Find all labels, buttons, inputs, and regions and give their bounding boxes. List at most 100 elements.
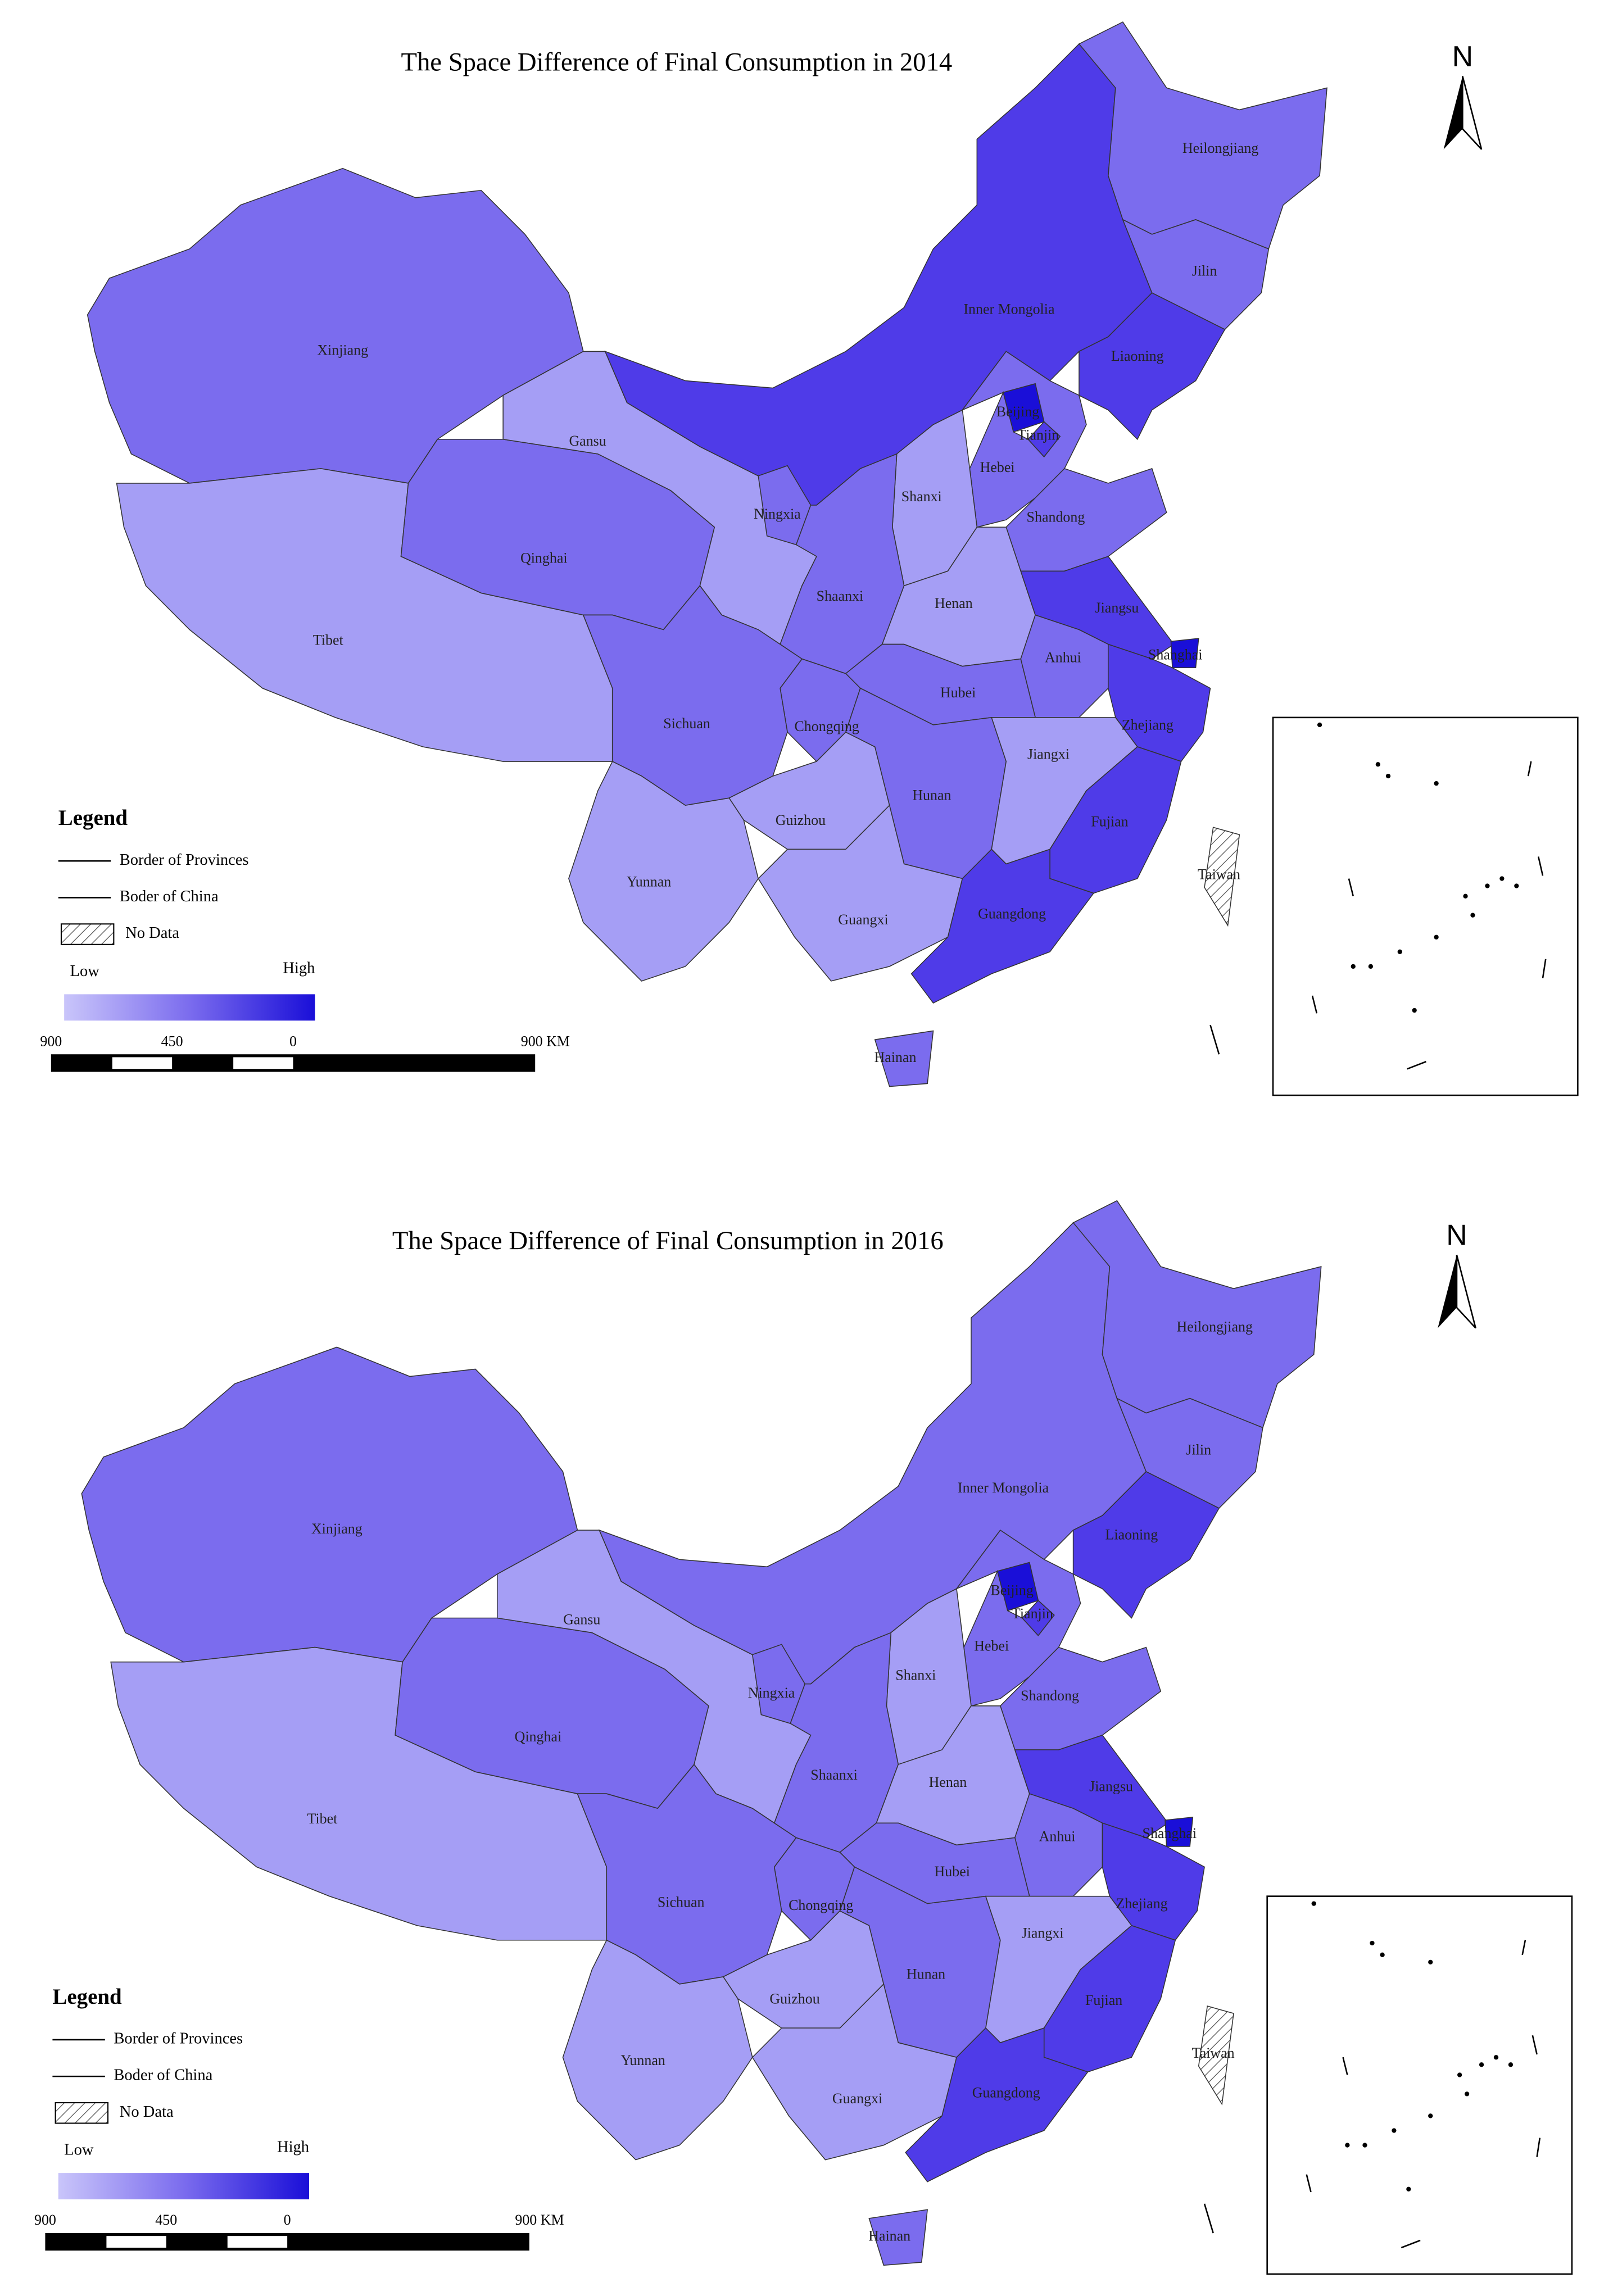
- no-data-label: Taiwan: [1192, 2045, 1235, 2061]
- province: [1170, 638, 1199, 669]
- map-panel: The Space Difference of Final Consumptio…: [34, 1200, 1573, 2275]
- inset-line: [1209, 1024, 1220, 1055]
- province-label: Hunan: [912, 787, 951, 804]
- province-label: Henan: [929, 1774, 967, 1790]
- province-label: Chongqing: [789, 1897, 853, 1913]
- province: [582, 585, 803, 806]
- inset-line: [1348, 878, 1354, 897]
- province-label: Shandong: [1021, 1687, 1079, 1704]
- inset-line: [1521, 1940, 1526, 1955]
- province-label: Sichuan: [658, 1894, 705, 1911]
- inset-line: [1537, 856, 1544, 876]
- island: [1406, 2186, 1411, 2191]
- island: [1368, 964, 1374, 969]
- province: [874, 1030, 934, 1087]
- province-label: Fujian: [1085, 1992, 1122, 2008]
- scale-label: 900 KM: [515, 2212, 564, 2228]
- province-label: Xinjiang: [311, 1521, 363, 1537]
- inset-line: [1306, 2174, 1312, 2193]
- province-label: Hebei: [980, 459, 1015, 475]
- province-label: Qinghai: [515, 1728, 562, 1745]
- scale-bar-segment: [106, 2236, 166, 2248]
- province: [868, 2209, 928, 2266]
- scale-label: 0: [284, 2212, 291, 2228]
- scale-label: 450: [161, 1033, 183, 1049]
- island: [1464, 2091, 1470, 2097]
- inset-line: [1531, 2035, 1538, 2055]
- island: [1392, 2128, 1397, 2133]
- island: [1362, 2143, 1367, 2148]
- island: [1434, 934, 1439, 940]
- island: [1457, 2072, 1462, 2077]
- island: [1493, 2055, 1499, 2060]
- island: [1351, 964, 1356, 969]
- province-label: Heilongjiang: [1177, 1318, 1253, 1335]
- legend-low: Low: [64, 2141, 94, 2159]
- province-label: Heilongjiang: [1182, 140, 1258, 156]
- province-label: Shanxi: [901, 488, 942, 505]
- province-label: Guangdong: [972, 2084, 1040, 2100]
- province-label: Jiangxi: [1027, 746, 1070, 763]
- province: [1165, 1817, 1194, 1847]
- inset-frame: [1266, 1895, 1573, 2275]
- province-label: Liaoning: [1105, 1526, 1158, 1542]
- province: [116, 468, 613, 762]
- province-label: Qinghai: [520, 550, 568, 566]
- no-data-label: Taiwan: [1198, 866, 1240, 882]
- scale-label: 900: [40, 1033, 62, 1049]
- island: [1311, 1901, 1316, 1906]
- inset-line: [1311, 995, 1318, 1014]
- north-label: N: [1446, 1219, 1467, 1252]
- province-label: Sichuan: [663, 715, 710, 732]
- legend-item: Border of Provinces: [120, 851, 249, 869]
- inset-line: [1542, 959, 1547, 978]
- legend-title: Legend: [52, 1985, 122, 2009]
- no-data-region: [1198, 2005, 1234, 2106]
- legend-item: Border of Provinces: [114, 2030, 243, 2047]
- province-label: Hunan: [907, 1966, 945, 1982]
- north-arrow: [1456, 1254, 1476, 1329]
- island: [1345, 2143, 1350, 2148]
- map-panel: The Space Difference of Final Consumptio…: [40, 21, 1579, 1096]
- province-label: Anhui: [1039, 1828, 1076, 1844]
- province: [905, 2027, 1089, 2182]
- province-label: Yunnan: [621, 2052, 665, 2068]
- legend-hatch: [60, 923, 115, 945]
- province-label: Ningxia: [754, 506, 801, 522]
- province-label: Beijing: [990, 1582, 1033, 1599]
- legend-item: Boder of China: [114, 2067, 212, 2084]
- province-label: Inner Mongolia: [958, 1480, 1049, 1496]
- province-label: Jiangsu: [1089, 1778, 1133, 1795]
- inset-frame: [1272, 716, 1579, 1096]
- island: [1485, 883, 1490, 888]
- island: [1370, 1940, 1375, 1946]
- province: [1072, 1471, 1220, 1619]
- province-label: Jilin: [1186, 1441, 1211, 1458]
- island: [1428, 1959, 1433, 1965]
- island: [1463, 893, 1468, 899]
- legend-high: High: [283, 960, 315, 977]
- scale-label: 900 KM: [521, 1033, 570, 1049]
- province-label: Hainan: [875, 1049, 917, 1065]
- island: [1412, 1008, 1417, 1013]
- province-label: Anhui: [1045, 650, 1081, 666]
- north-arrow: [1462, 76, 1483, 150]
- province-label: Tibet: [313, 632, 344, 648]
- legend: Legend Border of Provinces Boder of China N…: [34, 1985, 564, 2251]
- island: [1508, 2062, 1514, 2067]
- island: [1428, 2113, 1433, 2118]
- province-label: Guangdong: [978, 906, 1046, 922]
- scale-label: 0: [289, 1033, 297, 1049]
- legend: Legend Border of Provinces Boder of China N…: [40, 806, 570, 1072]
- legend-item: No Data: [120, 2103, 174, 2121]
- legend-high: High: [277, 2138, 309, 2156]
- scale-bar-segment: [233, 1057, 293, 1069]
- province: [568, 761, 759, 982]
- province-label: Henan: [935, 595, 973, 611]
- island: [1397, 949, 1402, 954]
- province-label: Tianjin: [1012, 1605, 1053, 1622]
- legend-hatch: [55, 2102, 109, 2124]
- island: [1499, 876, 1505, 881]
- scale-bar-segment: [227, 2236, 288, 2248]
